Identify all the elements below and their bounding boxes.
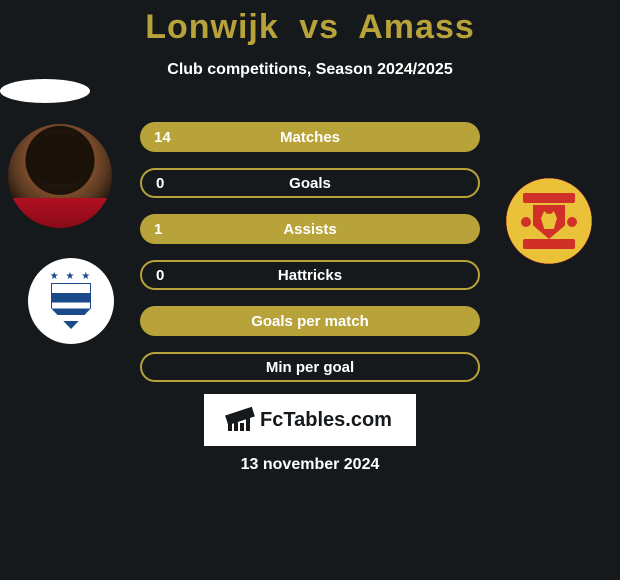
stat-label: Min per goal bbox=[266, 359, 354, 376]
stat-value-left: 14 bbox=[154, 129, 171, 146]
stat-label: Assists bbox=[283, 221, 336, 238]
stat-row-hattricks: Hattricks 0 bbox=[140, 260, 480, 290]
date-text: 13 november 2024 bbox=[0, 456, 620, 474]
stat-row-matches: Matches 14 bbox=[140, 122, 480, 152]
stat-value-left: 0 bbox=[156, 267, 164, 284]
stat-row-assists: Assists 1 bbox=[140, 214, 480, 244]
title-vs: vs bbox=[299, 8, 339, 46]
title-player2: Amass bbox=[358, 8, 475, 46]
manchester-united-icon bbox=[519, 191, 579, 251]
player-right-placeholder bbox=[0, 79, 90, 103]
fctables-logo-icon bbox=[228, 409, 254, 431]
stat-row-min-per-goal: Min per goal bbox=[140, 352, 480, 382]
page-title: Lonwijk vs Amass bbox=[0, 0, 620, 47]
huddersfield-icon: ★ ★ ★ bbox=[43, 271, 99, 331]
title-player1: Lonwijk bbox=[145, 8, 279, 46]
subtitle: Club competitions, Season 2024/2025 bbox=[0, 61, 620, 79]
stat-value-left: 1 bbox=[154, 221, 162, 238]
stat-label: Matches bbox=[280, 129, 340, 146]
stat-value-left: 0 bbox=[156, 175, 164, 192]
club-left-crest: ★ ★ ★ bbox=[28, 258, 114, 344]
stat-row-goals: Goals 0 bbox=[140, 168, 480, 198]
stat-label: Hattricks bbox=[278, 267, 342, 284]
stat-label: Goals per match bbox=[251, 313, 369, 330]
brand-text: FcTables.com bbox=[260, 409, 392, 432]
club-right-crest bbox=[506, 178, 592, 264]
player-left-photo bbox=[8, 124, 112, 228]
stat-row-goals-per-match: Goals per match bbox=[140, 306, 480, 336]
stat-label: Goals bbox=[289, 175, 331, 192]
stats-container: Matches 14 Goals 0 Assists 1 Hattricks 0 Goals p… bbox=[140, 122, 480, 398]
brand-badge: FcTables.com bbox=[204, 394, 416, 446]
